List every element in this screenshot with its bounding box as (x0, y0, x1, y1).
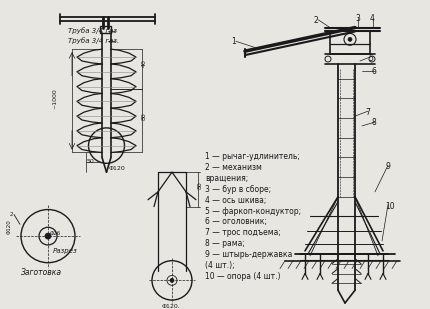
Text: 40: 40 (141, 59, 147, 67)
Text: 6: 6 (372, 67, 377, 76)
Text: Φ120: Φ120 (7, 219, 12, 234)
Text: 10 — опора (4 шт.): 10 — опора (4 шт.) (205, 272, 280, 281)
Text: 1: 1 (231, 37, 236, 46)
Text: 7: 7 (365, 108, 370, 117)
Text: Труба 3/4 газ: Труба 3/4 газ (68, 28, 117, 34)
Text: 3: 3 (355, 14, 360, 23)
Text: (4 шт.);: (4 шт.); (205, 261, 235, 270)
Text: вращения;: вращения; (205, 174, 248, 183)
Text: 4: 4 (370, 14, 375, 23)
Text: 8 — рама;: 8 — рама; (205, 239, 245, 248)
Circle shape (170, 278, 174, 282)
Text: 10: 10 (385, 202, 395, 211)
Text: Φ120: Φ120 (108, 166, 125, 171)
Text: 80: 80 (197, 182, 203, 189)
Text: Труба 3/4 газ.: Труба 3/4 газ. (68, 37, 119, 44)
Text: 2: 2 (10, 212, 13, 217)
Text: ~1000: ~1000 (52, 88, 58, 109)
Text: 3 — бур в сборе;: 3 — бур в сборе; (205, 185, 271, 194)
Bar (100, 26, 111, 33)
Text: Заготовка: Заготовка (21, 268, 62, 277)
Text: 1 — рычаг-удлинитель;: 1 — рычаг-удлинитель; (205, 153, 300, 162)
Text: 2: 2 (313, 16, 318, 25)
Text: 5 — фаркоп-кондуктор;: 5 — фаркоп-кондуктор; (205, 207, 301, 216)
Text: 2 — механизм: 2 — механизм (205, 163, 262, 172)
Text: 6 — оголовник;: 6 — оголовник; (205, 218, 267, 226)
Text: 7 — трос подъема;: 7 — трос подъема; (205, 228, 281, 237)
Text: 50: 50 (87, 159, 95, 164)
Text: Φ120.: Φ120. (162, 304, 181, 309)
Text: 80: 80 (141, 112, 147, 120)
Text: 5: 5 (368, 54, 373, 63)
Text: 4 — ось шкива;: 4 — ось шкива; (205, 196, 266, 205)
Text: Φ26: Φ26 (50, 231, 61, 236)
Text: 8: 8 (372, 118, 377, 127)
Circle shape (45, 233, 51, 239)
Text: 9 — штырь-державка: 9 — штырь-державка (205, 250, 292, 259)
Text: Разрез: Разрез (53, 248, 78, 254)
Text: 9: 9 (385, 162, 390, 171)
Circle shape (348, 37, 352, 41)
